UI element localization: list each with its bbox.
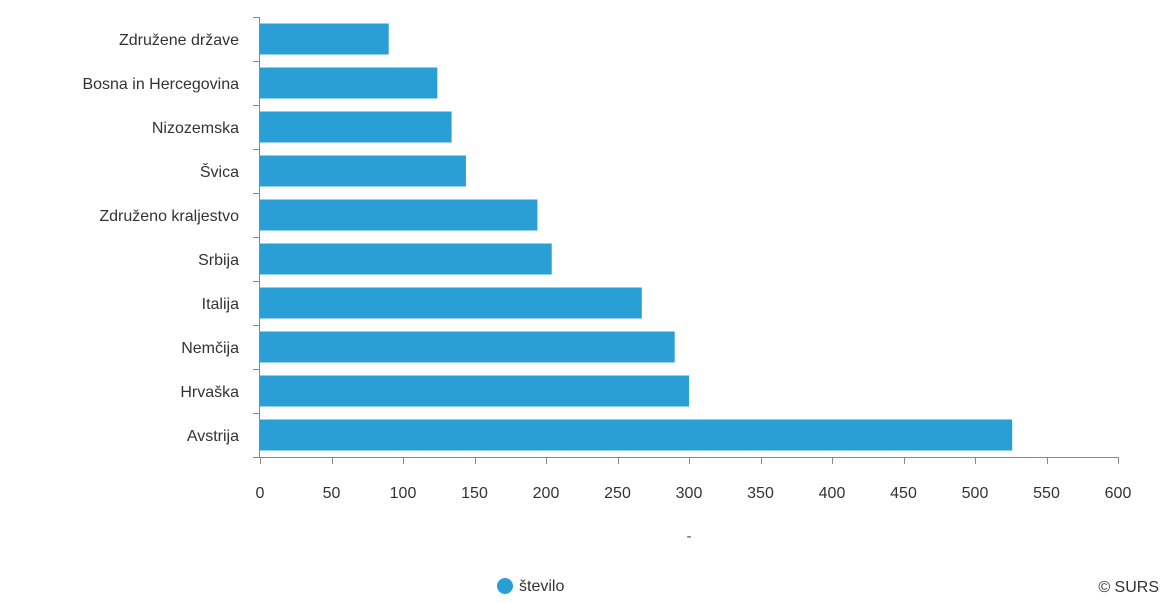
x-tick-label: 450 xyxy=(890,485,917,502)
bar[interactable] xyxy=(260,67,438,99)
bar[interactable] xyxy=(260,111,452,143)
x-tick-label: 500 xyxy=(962,485,989,502)
x-tick-label: 300 xyxy=(676,485,703,502)
bar[interactable] xyxy=(260,243,552,275)
x-tick-label: 250 xyxy=(604,485,631,502)
x-tick-label: 200 xyxy=(533,485,560,502)
legend[interactable]: število xyxy=(497,578,564,595)
x-tick-label: 600 xyxy=(1105,485,1132,502)
category-label: Nemčija xyxy=(181,340,239,357)
bar[interactable] xyxy=(260,375,689,407)
credit-text: © SURS xyxy=(1098,579,1159,596)
legend-marker xyxy=(497,578,513,594)
bars-group xyxy=(260,23,1013,451)
bar[interactable] xyxy=(260,23,389,55)
bar[interactable] xyxy=(260,155,466,187)
bar[interactable] xyxy=(260,199,538,231)
bar[interactable] xyxy=(260,419,1013,451)
category-label: Bosna in Hercegovina xyxy=(82,76,239,93)
x-tick-label: 100 xyxy=(390,485,417,502)
x-tick-label: 350 xyxy=(747,485,774,502)
category-label: Avstrija xyxy=(187,428,239,445)
x-tick-label: 150 xyxy=(461,485,488,502)
category-label: Hrvaška xyxy=(180,384,239,401)
category-label: Italija xyxy=(202,296,239,313)
x-tick-label: 0 xyxy=(256,485,265,502)
x-tick-label: 550 xyxy=(1033,485,1060,502)
category-label: Nizozemska xyxy=(152,120,239,137)
legend-label: število xyxy=(519,578,564,595)
bar[interactable] xyxy=(260,331,675,363)
x-tick-label: 400 xyxy=(819,485,846,502)
category-label: Srbija xyxy=(198,252,239,269)
category-label: Združene države xyxy=(119,32,239,49)
category-label: Švica xyxy=(200,162,239,181)
category-labels: Združene države Bosna in Hercegovina Nizoz… xyxy=(82,17,260,445)
x-tick-label: 50 xyxy=(323,485,341,502)
bar[interactable] xyxy=(260,287,642,319)
category-label: Združeno kraljestvo xyxy=(99,208,239,225)
x-axis-title: - xyxy=(687,528,692,545)
x-axis: 0 50 100 150 200 250 300 350 400 450 500 550 600 xyxy=(253,17,1131,502)
